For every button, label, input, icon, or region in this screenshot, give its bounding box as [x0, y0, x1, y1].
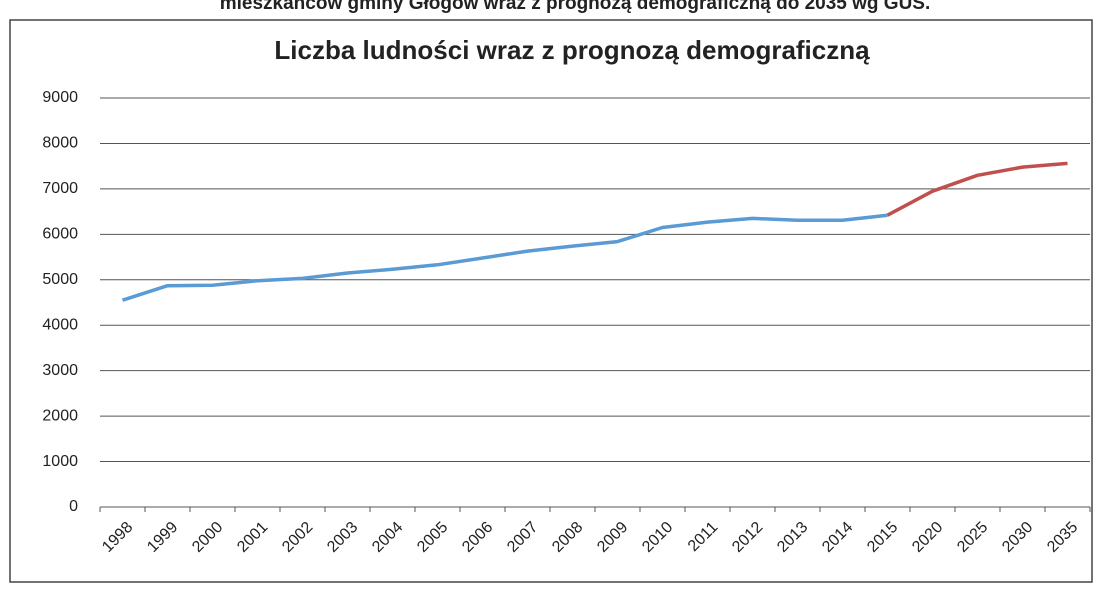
chart-title: Liczba ludności wraz z prognozą demograf…	[274, 35, 870, 65]
y-tick-label: 6000	[42, 226, 78, 243]
x-tick-label: 2003	[324, 519, 361, 556]
x-tick-label: 2010	[639, 519, 676, 556]
x-tick-label: 2012	[729, 519, 766, 556]
x-tick-label: 2005	[414, 519, 451, 556]
chart-frame	[9, 19, 1093, 583]
x-tick-label: 2007	[504, 519, 541, 556]
x-tick-label: 2002	[279, 519, 316, 556]
x-tick-label: 1999	[144, 519, 181, 556]
x-tick-label: 1998	[99, 519, 136, 556]
y-tick-label: 9000	[42, 89, 78, 106]
caption: mieszkańców gminy Głogów wraz z prognozą…	[220, 0, 931, 14]
x-tick-label: 2008	[549, 519, 586, 556]
x-tick-label: 2006	[459, 519, 496, 556]
y-tick-label: 3000	[42, 362, 78, 379]
x-tick-label: 2001	[234, 519, 271, 556]
x-tick-label: 2020	[909, 519, 946, 556]
x-tick-label: 2000	[189, 519, 226, 556]
x-tick-label: 2030	[999, 519, 1036, 556]
y-tick-label: 5000	[42, 271, 78, 288]
x-tick-label: 2014	[819, 519, 856, 556]
x-tick-label: 2011	[685, 519, 721, 555]
x-tick-label: 2035	[1044, 519, 1081, 556]
x-tick-label: 2004	[369, 519, 406, 556]
y-tick-label: 7000	[42, 180, 78, 197]
y-tick-label: 0	[69, 498, 78, 515]
x-tick-label: 2013	[774, 519, 811, 556]
y-tick-label: 4000	[42, 316, 78, 333]
series-line	[121, 213, 888, 302]
x-tick-label: 2015	[864, 519, 901, 556]
x-tick-label: 2025	[954, 519, 991, 556]
x-tick-label: 2009	[594, 519, 631, 556]
y-tick-label: 8000	[42, 135, 78, 152]
series-line	[886, 161, 1068, 217]
y-tick-label: 1000	[42, 453, 78, 470]
y-tick-label: 2000	[42, 407, 78, 424]
